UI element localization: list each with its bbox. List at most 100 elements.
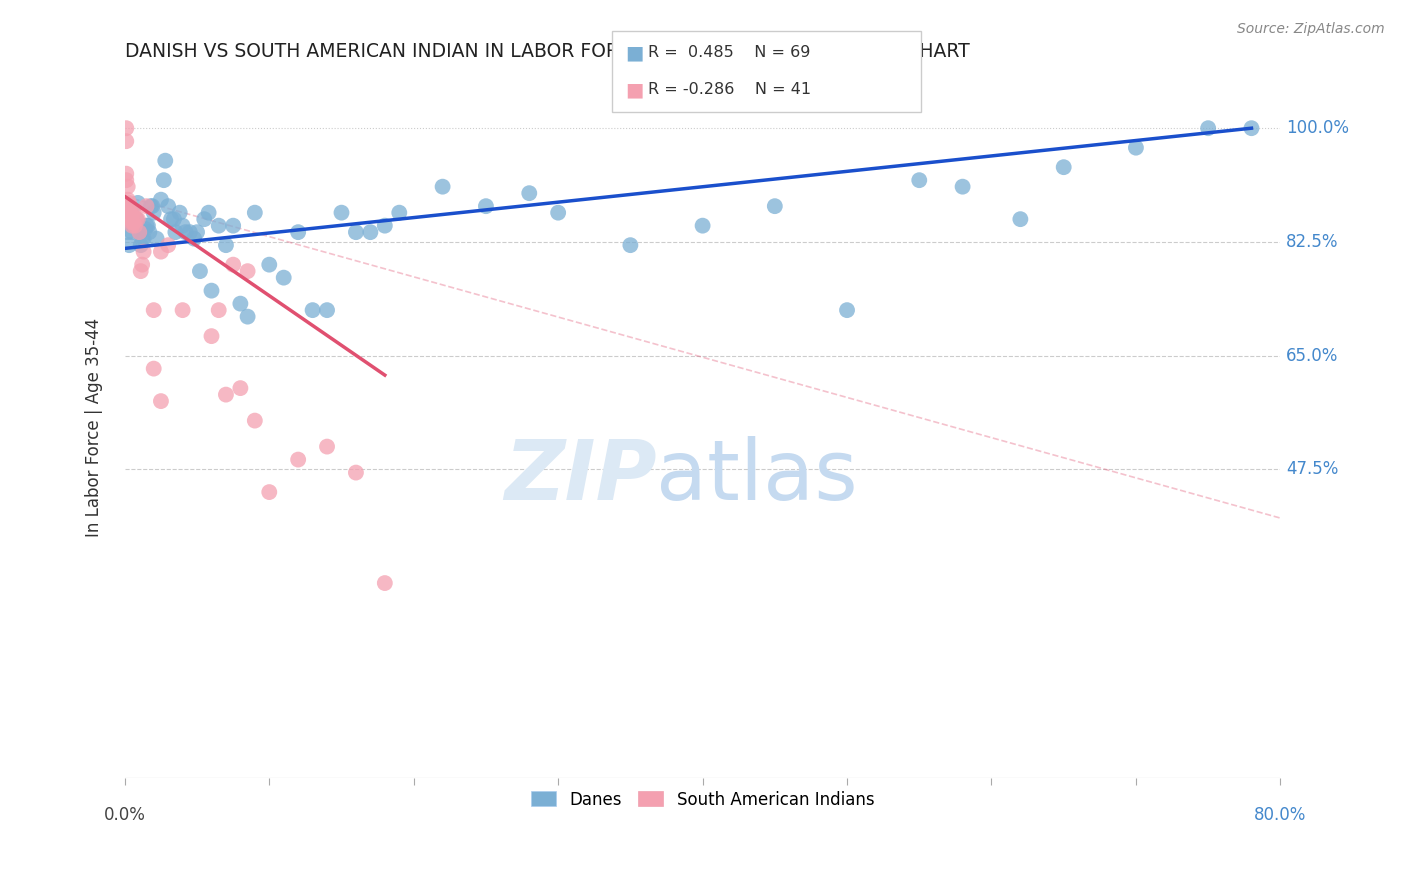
Text: 0.0%: 0.0% xyxy=(104,806,146,824)
Point xyxy=(131,258,153,272)
Point xyxy=(243,414,266,428)
Point xyxy=(243,205,266,219)
Point xyxy=(136,219,159,233)
Point xyxy=(121,215,143,229)
Point xyxy=(142,303,165,318)
Point xyxy=(115,199,138,213)
Point xyxy=(115,167,138,181)
Point xyxy=(229,381,252,395)
Point xyxy=(344,225,367,239)
Text: R =  0.485    N = 69: R = 0.485 N = 69 xyxy=(648,45,810,61)
Point xyxy=(1125,141,1147,155)
Point xyxy=(692,219,714,233)
Text: Source: ZipAtlas.com: Source: ZipAtlas.com xyxy=(1237,22,1385,37)
Point xyxy=(124,219,146,233)
Point xyxy=(316,303,339,318)
Point xyxy=(115,121,138,136)
Point xyxy=(344,466,367,480)
Point xyxy=(115,205,138,219)
Point xyxy=(475,199,498,213)
Point xyxy=(316,440,339,454)
Text: R = -0.286    N = 41: R = -0.286 N = 41 xyxy=(648,82,811,97)
Point xyxy=(165,225,187,239)
Legend: Danes, South American Indians: Danes, South American Indians xyxy=(524,784,882,815)
Point xyxy=(127,195,149,210)
Point xyxy=(200,284,222,298)
Point xyxy=(117,179,139,194)
Point xyxy=(273,270,295,285)
Point xyxy=(236,264,259,278)
Point xyxy=(287,225,309,239)
Point xyxy=(1053,160,1076,174)
Point xyxy=(172,219,194,233)
Point xyxy=(236,310,259,324)
Point xyxy=(1010,212,1032,227)
Point xyxy=(117,199,139,213)
Point xyxy=(763,199,786,213)
Point xyxy=(619,238,641,252)
Text: 100.0%: 100.0% xyxy=(1286,120,1350,137)
Point xyxy=(132,232,155,246)
Point xyxy=(149,244,172,259)
Point xyxy=(157,238,180,252)
Point xyxy=(215,238,238,252)
Point xyxy=(125,212,148,227)
Point xyxy=(179,225,201,239)
Point xyxy=(200,329,222,343)
Point xyxy=(301,303,323,318)
Point xyxy=(115,173,138,187)
Point xyxy=(120,205,142,219)
Text: ■: ■ xyxy=(626,44,644,62)
Point xyxy=(117,193,139,207)
Text: 47.5%: 47.5% xyxy=(1286,460,1339,478)
Text: atlas: atlas xyxy=(657,435,858,516)
Text: ■: ■ xyxy=(626,80,644,99)
Point xyxy=(122,205,145,219)
Point xyxy=(120,212,142,227)
Point xyxy=(952,179,974,194)
Point xyxy=(118,195,141,210)
Point xyxy=(142,205,165,219)
Point xyxy=(330,205,353,219)
Text: ZIP: ZIP xyxy=(503,435,657,516)
Point xyxy=(388,205,411,219)
Point xyxy=(129,238,152,252)
Point xyxy=(222,219,245,233)
Point xyxy=(169,205,191,219)
Point xyxy=(259,485,281,500)
Point xyxy=(208,219,231,233)
Point xyxy=(134,222,156,236)
Point xyxy=(160,212,183,227)
Point xyxy=(517,186,540,201)
Point xyxy=(118,202,141,217)
Point xyxy=(121,205,143,219)
Point xyxy=(115,134,138,148)
Point xyxy=(229,296,252,310)
Point xyxy=(432,179,454,194)
Point xyxy=(153,173,176,187)
Point xyxy=(172,303,194,318)
Text: 65.0%: 65.0% xyxy=(1286,347,1339,365)
Point xyxy=(132,244,155,259)
Text: 80.0%: 80.0% xyxy=(1254,806,1306,824)
Point xyxy=(121,225,143,239)
Point xyxy=(139,199,162,213)
Point xyxy=(174,225,197,239)
Point xyxy=(122,215,145,229)
Point xyxy=(157,199,180,213)
Point xyxy=(359,225,381,239)
Point xyxy=(149,394,172,409)
Point xyxy=(149,193,172,207)
Point xyxy=(117,225,139,239)
Point xyxy=(142,361,165,376)
Point xyxy=(128,225,150,239)
Point xyxy=(120,205,142,219)
Point xyxy=(135,199,157,213)
Point xyxy=(127,212,149,227)
Point xyxy=(1240,121,1263,136)
Point xyxy=(145,232,167,246)
Point xyxy=(122,215,145,229)
Point xyxy=(547,205,569,219)
Point xyxy=(129,264,152,278)
Point xyxy=(163,212,186,227)
